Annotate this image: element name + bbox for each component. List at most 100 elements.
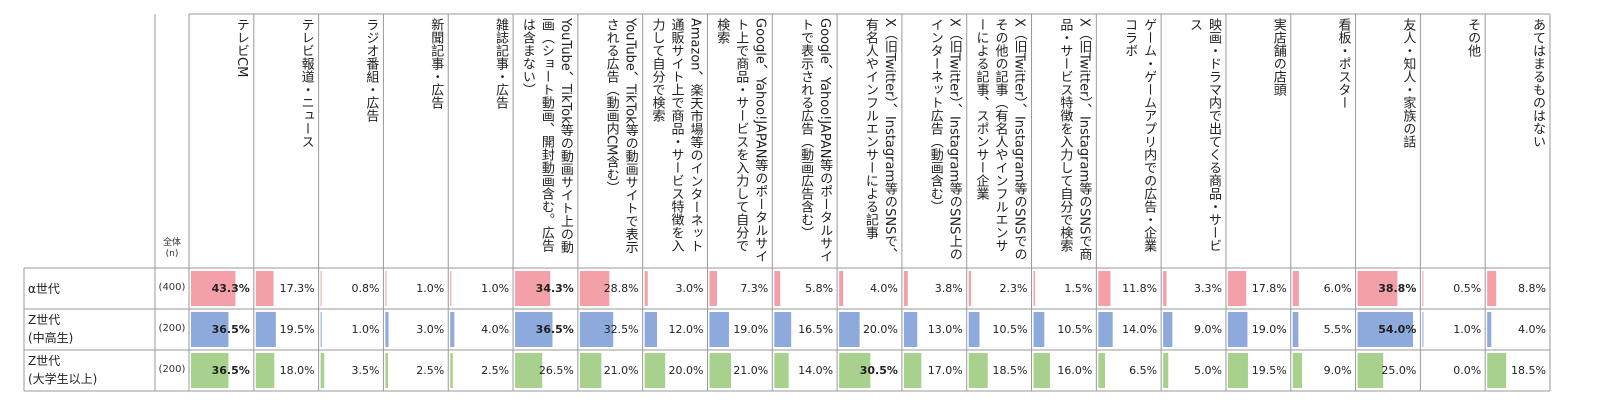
bar	[1227, 271, 1247, 306]
value-label: 1.0%	[416, 281, 445, 295]
bar	[385, 271, 387, 306]
column-header: 実店舗の店頭	[1270, 18, 1286, 96]
value-label: 54.0%	[1378, 322, 1417, 336]
column-header: ゲーム・ゲームアプリ内での広告・企業コラボ	[1122, 18, 1157, 252]
value-label: 10.5%	[992, 322, 1028, 336]
value-label: 18.5%	[992, 363, 1028, 377]
bar	[515, 271, 551, 306]
column-header: ラジオ番組・広告	[363, 18, 379, 122]
value-label: 17.3%	[279, 281, 315, 295]
value-label: 17.8%	[1251, 281, 1287, 295]
value-label: 17.0%	[927, 363, 963, 377]
column-header: X（旧Twitter）、Instagram等のSNS上のインターネット広告（動画…	[927, 18, 962, 261]
row-label: α世代	[28, 282, 60, 296]
value-label: 1.0%	[1453, 322, 1482, 336]
value-label: 2.5%	[416, 363, 445, 377]
bar	[774, 271, 781, 306]
bar	[644, 271, 648, 306]
column-header: Google、Yahoo!JAPAN等のポータルサイトで表示される広告（動画広告…	[798, 18, 833, 263]
value-label: 19.5%	[1251, 363, 1287, 377]
value-label: 14.0%	[1122, 322, 1158, 336]
value-label: 8.8%	[1518, 281, 1546, 295]
bar	[644, 353, 666, 388]
bar	[1357, 312, 1413, 347]
value-label: 0.8%	[351, 281, 380, 295]
column-header: Amazon、楽天市場等のインターネット通販サイト上で商品・サービス特徴を入力し…	[649, 18, 703, 253]
bar	[1487, 353, 1507, 388]
row-n: (400)	[158, 281, 186, 293]
value-label: 25.0%	[1381, 363, 1417, 377]
value-label: 5.5%	[1323, 322, 1352, 336]
bar	[1487, 271, 1497, 306]
column-header: テレビCM	[233, 18, 249, 78]
bar	[1033, 312, 1045, 347]
bar	[255, 312, 276, 347]
bar	[450, 271, 452, 306]
value-label: 38.8%	[1378, 281, 1417, 295]
value-label: 21.0%	[603, 363, 639, 377]
value-label: 18.0%	[279, 363, 315, 377]
value-label: 36.5%	[535, 322, 574, 336]
column-header: X（旧Twitter）、Instagram等のSNSでのその他の記事（有名人やイ…	[973, 18, 1027, 261]
value-label: 14.0%	[798, 363, 834, 377]
value-label: 10.5%	[1057, 322, 1093, 336]
bar	[1292, 312, 1299, 347]
bar	[191, 271, 236, 306]
value-label: 19.5%	[279, 322, 315, 336]
bar	[709, 271, 717, 306]
value-label: 9.0%	[1193, 322, 1222, 336]
value-label: 19.0%	[1251, 322, 1287, 336]
value-label: 13.0%	[927, 322, 963, 336]
bar	[774, 312, 792, 347]
bar	[839, 271, 844, 306]
bar	[320, 271, 322, 306]
row-n: (200)	[158, 322, 186, 334]
bar	[709, 312, 729, 347]
value-label: 12.0%	[668, 322, 704, 336]
row-n: (200)	[158, 363, 186, 375]
bar	[1163, 271, 1167, 306]
bar	[515, 353, 543, 388]
bar	[320, 312, 322, 347]
bar	[1422, 271, 1424, 306]
bar	[1098, 312, 1113, 347]
row-label: Z世代 (中高生)	[28, 313, 74, 345]
bar	[191, 353, 229, 388]
column-header: X（旧Twitter）、Instagram等のSNSで商品・サービス特徴を入力し…	[1057, 18, 1092, 261]
value-label: 34.3%	[535, 281, 574, 295]
value-label: 0.5%	[1453, 281, 1482, 295]
bar	[644, 312, 657, 347]
bar	[385, 312, 389, 347]
bar	[903, 312, 918, 347]
value-label: 0.0%	[1453, 363, 1482, 377]
bar	[1292, 271, 1299, 306]
column-header: テレビ報道・ニュース	[298, 18, 314, 148]
value-label: 2.5%	[481, 363, 510, 377]
value-label: 7.3%	[740, 281, 769, 295]
bar	[1422, 312, 1424, 347]
bar	[1163, 312, 1173, 347]
column-header: 雑誌記事・広告	[493, 18, 509, 109]
bar	[579, 312, 614, 347]
value-label: 6.5%	[1129, 363, 1158, 377]
bar	[839, 312, 860, 347]
bar	[1227, 353, 1248, 388]
value-label: 9.0%	[1323, 363, 1352, 377]
column-header: YouTube、TikTok等の動画サイトで表示される広告（動画内CM含む）	[603, 18, 638, 254]
value-label: 20.0%	[668, 363, 704, 377]
value-label: 26.5%	[538, 363, 574, 377]
bar	[320, 353, 325, 388]
column-header: YouTube、TikTok等の動画サイト上の動画（ショート動画、開封動画含む。…	[519, 18, 573, 254]
value-label: 32.5%	[603, 322, 639, 336]
row-label: Z世代 (大学生以上)	[28, 354, 98, 386]
value-label: 36.5%	[211, 322, 250, 336]
bar	[903, 271, 908, 306]
value-label: 3.5%	[351, 363, 380, 377]
value-label: 21.0%	[733, 363, 769, 377]
bar	[1292, 353, 1302, 388]
bar	[839, 353, 871, 388]
bar	[1163, 353, 1169, 388]
value-label: 28.8%	[603, 281, 639, 295]
value-label: 16.5%	[798, 322, 834, 336]
